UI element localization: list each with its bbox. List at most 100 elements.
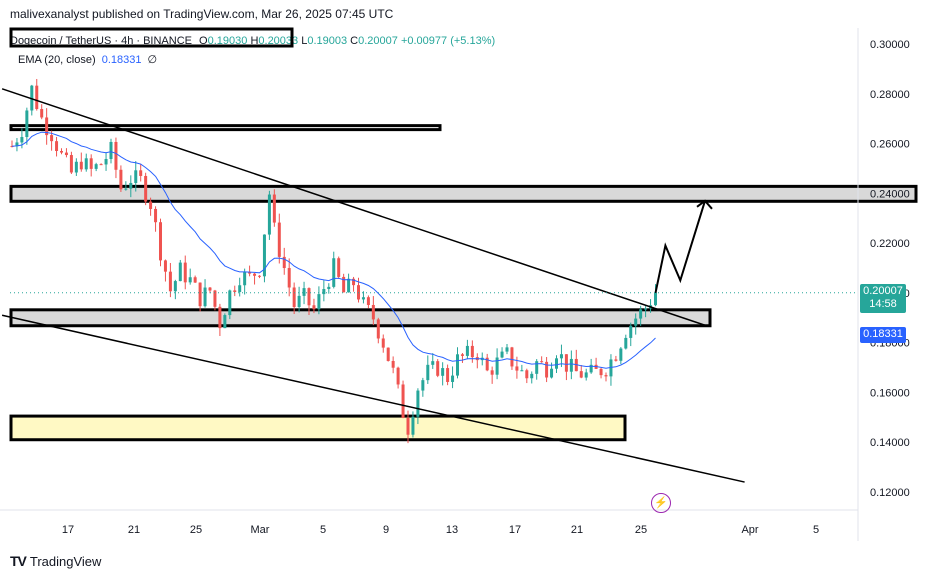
last-price-value: 0.20007	[863, 285, 903, 297]
x-tick-label: 21	[571, 524, 583, 536]
candle-body	[525, 370, 529, 379]
trendline[interactable]	[1, 88, 706, 326]
candle-body	[352, 278, 356, 286]
candle-body	[144, 175, 148, 202]
candle-body	[446, 368, 450, 382]
candle-body	[50, 135, 54, 142]
zones-layer	[9, 124, 918, 442]
candle-body	[619, 348, 623, 361]
x-tick-label: 21	[128, 524, 140, 536]
candle-body	[371, 304, 375, 320]
zone-rect[interactable]	[9, 308, 712, 328]
ema-badge: 0.18331	[860, 327, 906, 343]
candle-body	[589, 364, 593, 373]
candle-body	[55, 141, 59, 151]
candle-body	[654, 292, 657, 306]
candle-body	[282, 256, 286, 269]
y-tick-label: 0.16000	[870, 387, 910, 399]
candle-body	[297, 295, 301, 308]
candle-body	[322, 289, 326, 295]
candle-body	[35, 85, 39, 110]
x-tick-label: 17	[509, 524, 521, 536]
symbol-name[interactable]: Dogecoin / TetherUS · 4h · BINANCE	[10, 35, 192, 47]
events-lightning-icon[interactable]: ⚡	[651, 493, 671, 513]
candle-body	[163, 260, 167, 272]
candle-body	[218, 306, 222, 329]
candle-body	[386, 347, 390, 361]
candle-body	[332, 258, 336, 287]
candle-body	[208, 287, 212, 291]
candle-body	[178, 262, 182, 282]
zone-rect[interactable]	[9, 124, 442, 132]
candle-body	[40, 109, 44, 118]
candle-body	[569, 358, 573, 372]
candle-body	[495, 357, 499, 375]
high-label: H	[250, 35, 259, 47]
x-tick-label: 5	[320, 524, 326, 536]
time-axis: 17 21 25 Mar 5 9 13 17 21 25 Apr 5	[62, 524, 819, 536]
y-tick-label: 0.24000	[870, 188, 910, 200]
ema-label: EMA (20, close)	[18, 54, 96, 66]
zone-rect[interactable]	[9, 414, 627, 442]
candle-body	[515, 366, 519, 371]
y-tick-label: 0.22000	[870, 238, 910, 250]
x-tick-label: 17	[62, 524, 74, 536]
candle-body	[460, 354, 464, 356]
candle-body	[203, 287, 207, 307]
candle-body	[267, 194, 271, 235]
candle-body	[213, 290, 217, 307]
footer: TV TradingView	[10, 553, 101, 569]
ema-legend[interactable]: EMA (20, close) 0.18331 ∅	[18, 53, 157, 66]
candle-body	[381, 338, 385, 348]
candle-body	[599, 368, 603, 376]
candle-body	[431, 361, 435, 365]
candle-body	[45, 117, 49, 136]
open-value: 0.19030	[207, 35, 248, 47]
projection-arrowhead	[696, 199, 713, 210]
ema-value: 0.18331	[101, 54, 142, 66]
candle-body	[376, 319, 380, 339]
publisher-header: malivexanalyst published on TradingView.…	[10, 7, 394, 21]
candle-body	[228, 290, 232, 316]
candle-body	[79, 161, 83, 170]
candle-body	[173, 281, 177, 292]
candle-body	[396, 367, 400, 385]
high-value: 0.20033	[258, 35, 299, 47]
trendlines-layer	[1, 88, 745, 483]
candle-body	[361, 297, 365, 300]
candle-body	[342, 276, 346, 293]
candle-body	[287, 268, 291, 288]
candle-body	[258, 275, 261, 277]
open-label: O	[199, 35, 208, 47]
candle-body	[485, 357, 489, 371]
candle-body	[644, 308, 648, 310]
candle-body	[104, 158, 108, 165]
candle-body	[312, 305, 316, 310]
candle-body	[94, 164, 98, 169]
footer-brand: TradingView	[29, 553, 102, 569]
candle-body	[426, 364, 430, 381]
candle-body	[530, 373, 534, 379]
candle-body	[20, 137, 24, 143]
candle-body	[505, 347, 509, 352]
candle-body	[129, 182, 133, 189]
candle-body	[272, 194, 276, 223]
low-label: L	[301, 35, 308, 47]
candle-body	[510, 347, 514, 367]
candle-body	[614, 359, 618, 361]
candle-body	[69, 155, 73, 173]
candle-body	[89, 158, 93, 169]
candle-body	[347, 278, 351, 293]
y-tick-label: 0.14000	[870, 437, 910, 449]
projection-layer	[654, 199, 713, 294]
candle-body	[124, 188, 128, 190]
candle-body	[550, 368, 554, 378]
projection-path[interactable]	[654, 200, 706, 294]
zone-rect[interactable]	[9, 184, 918, 203]
x-tick-label: 9	[383, 524, 389, 536]
candle-body	[277, 222, 281, 257]
candle-body	[604, 375, 608, 377]
trendline[interactable]	[1, 314, 745, 483]
candle-body	[109, 141, 113, 159]
